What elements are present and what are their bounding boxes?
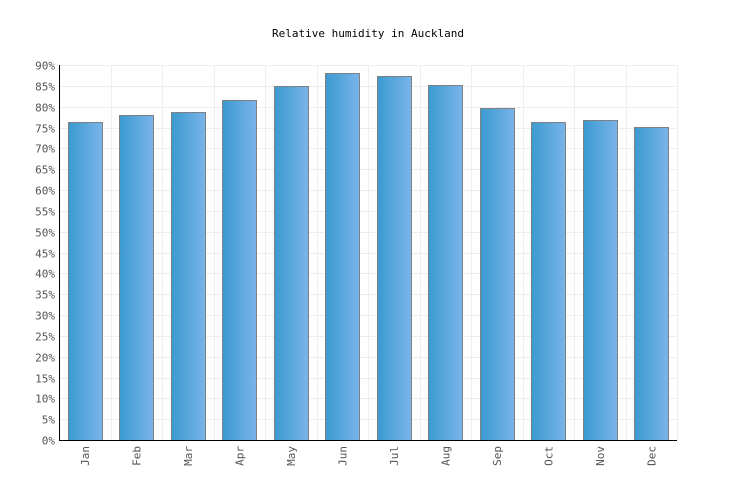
x-tick-label: Jun <box>336 446 349 466</box>
y-tick-label: 60% <box>35 185 55 198</box>
y-tick-label: 85% <box>35 81 55 94</box>
chart-title: Relative humidity in Auckland <box>272 27 464 40</box>
x-tick-label: Oct <box>542 446 555 466</box>
x-tick-label: Jul <box>388 446 401 466</box>
x-tick-label: Apr <box>233 446 246 466</box>
bar-mar <box>171 112 206 441</box>
bar-sep <box>480 108 515 441</box>
y-tick-label: 25% <box>35 331 55 344</box>
bar-oct <box>531 122 566 441</box>
bar-feb <box>119 115 154 441</box>
x-tick-label: Feb <box>130 446 143 466</box>
bar-jun <box>325 73 360 441</box>
y-tick-label: 50% <box>35 227 55 240</box>
y-tick-label: 90% <box>35 60 55 73</box>
bar-apr <box>222 100 257 441</box>
y-tick-label: 80% <box>35 102 55 115</box>
y-tick-label: 0% <box>42 435 56 448</box>
y-tick-label: 10% <box>35 393 55 406</box>
y-tick-label: 5% <box>42 414 56 427</box>
y-tick-label: 35% <box>35 289 55 302</box>
x-tick-label: Dec <box>645 446 658 466</box>
bar-dec <box>634 127 669 441</box>
y-tick-label: 45% <box>35 248 55 261</box>
y-tick-label: 15% <box>35 373 55 386</box>
x-tick-label: May <box>285 446 298 466</box>
x-tick-label: Jan <box>79 446 92 466</box>
x-tick-label: Aug <box>439 446 452 466</box>
x-tick-label: Nov <box>594 446 607 466</box>
y-tick-label: 75% <box>35 123 55 136</box>
bar-aug <box>428 85 463 441</box>
bar-may <box>274 86 309 441</box>
x-tick-label: Sep <box>491 446 504 466</box>
y-tick-label: 20% <box>35 352 55 365</box>
y-tick-label: 55% <box>35 206 55 219</box>
y-tick-label: 40% <box>35 268 55 281</box>
bar-jan <box>68 122 103 441</box>
y-tick-label: 70% <box>35 143 55 156</box>
x-tick-label: Mar <box>182 446 195 466</box>
y-tick-label: 65% <box>35 164 55 177</box>
y-tick-label: 30% <box>35 310 55 323</box>
bar-nov <box>583 120 618 441</box>
bar-jul <box>377 76 412 441</box>
